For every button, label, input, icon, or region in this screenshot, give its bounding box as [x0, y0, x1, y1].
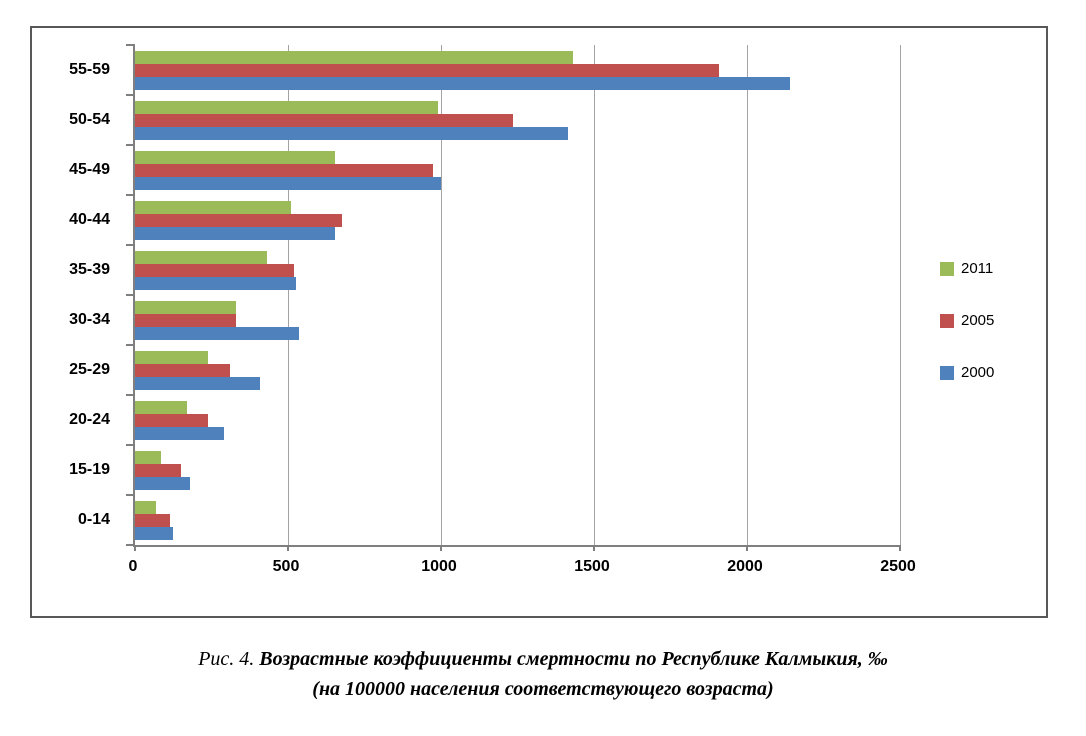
gridline-500 — [288, 45, 289, 545]
bar-2005-55-59 — [135, 63, 720, 77]
gridline-2500 — [900, 45, 901, 545]
y-tick-mark — [126, 44, 135, 46]
bar-group-50-54 — [135, 95, 900, 145]
caption-subtitle: (на 100000 населения соответствующего во… — [312, 678, 774, 700]
bar-2000-20-24 — [135, 426, 224, 440]
legend-item-2011: 2011 — [940, 260, 994, 277]
bar-2011-40-44 — [135, 200, 292, 214]
caption: Рис. 4. Возрастные коэффициенты смертнос… — [0, 644, 1086, 704]
y-axis-labels: 55-59 50-54 45-49 40-44 35-39 30-34 25-29 20-24… — [32, 45, 122, 545]
bar-2005-0-14 — [135, 513, 171, 527]
bar-2000-25-29 — [135, 376, 261, 390]
y-tick-mark — [126, 444, 135, 446]
y-tick-mark — [126, 394, 135, 396]
bar-group-55-59 — [135, 45, 900, 95]
legend-swatch-2000 — [940, 365, 954, 380]
bar-group-15-19 — [135, 445, 900, 495]
bar-group-40-44 — [135, 195, 900, 245]
bar-2011-30-34 — [135, 300, 236, 314]
caption-title: Возрастные коэффициенты смертности по Ре… — [259, 648, 888, 670]
bar-2000-0-14 — [135, 526, 174, 540]
y-tick-label-45-49: 45-49 — [69, 161, 110, 178]
y-tick-label-30-34: 30-34 — [69, 311, 110, 328]
legend-item-2005: 2005 — [940, 312, 994, 329]
bar-2005-45-49 — [135, 163, 434, 177]
bar-2005-30-34 — [135, 313, 236, 327]
legend-item-2000: 2000 — [940, 364, 994, 381]
x-tick-mark — [440, 545, 442, 551]
x-tick-label-1000: 1000 — [421, 558, 457, 575]
y-tick-mark — [126, 294, 135, 296]
y-tick-label-40-44: 40-44 — [69, 211, 110, 228]
x-tick-label-2500: 2500 — [880, 558, 916, 575]
y-tick-label-35-39: 35-39 — [69, 261, 110, 278]
bar-2000-30-34 — [135, 326, 299, 340]
x-tick-label-2000: 2000 — [727, 558, 763, 575]
caption-prefix: Рис. 4. — [198, 648, 255, 670]
y-tick-label-0-14: 0-14 — [77, 511, 110, 528]
bar-2000-35-39 — [135, 276, 296, 290]
gridline-1500 — [594, 45, 595, 545]
gridline-1000 — [441, 45, 442, 545]
legend-swatch-2005 — [940, 313, 954, 328]
bar-2000-40-44 — [135, 226, 336, 240]
plot-area — [126, 44, 901, 551]
bar-2011-35-39 — [135, 250, 267, 264]
bar-2000-45-49 — [135, 176, 441, 190]
y-tick-mark — [126, 94, 135, 96]
y-tick-mark — [126, 144, 135, 146]
y-tick-mark — [126, 194, 135, 196]
bar-2011-20-24 — [135, 400, 188, 414]
bar-2000-15-19 — [135, 476, 191, 490]
bar-2011-25-29 — [135, 350, 209, 364]
bar-group-45-49 — [135, 145, 900, 195]
bar-2011-45-49 — [135, 150, 336, 164]
bar-2011-50-54 — [135, 100, 438, 114]
bar-2000-55-59 — [135, 76, 790, 90]
legend-label-2011: 2011 — [961, 260, 994, 277]
legend: 2011 2005 2000 — [940, 260, 994, 416]
chart-frame: 55-59 50-54 45-49 40-44 35-39 30-34 25-29 20-24… — [30, 26, 1048, 618]
x-tick-mark — [593, 545, 595, 551]
x-tick-mark — [746, 545, 748, 551]
bar-2011-15-19 — [135, 450, 161, 464]
legend-swatch-2011 — [940, 261, 954, 276]
bar-group-25-29 — [135, 345, 900, 395]
bar-group-20-24 — [135, 395, 900, 445]
bar-group-35-39 — [135, 245, 900, 295]
bar-2005-25-29 — [135, 363, 230, 377]
bar-2000-50-54 — [135, 126, 568, 140]
bar-group-0-14 — [135, 495, 900, 545]
x-axis-labels: 0 500 1000 1500 2000 2500 — [129, 558, 916, 580]
bar-2005-40-44 — [135, 213, 342, 227]
y-tick-mark — [126, 494, 135, 496]
y-tick-label-20-24: 20-24 — [69, 411, 110, 428]
bar-group-30-34 — [135, 295, 900, 345]
x-tick-mark — [899, 545, 901, 551]
y-tick-mark — [126, 344, 135, 346]
x-tick-label-0: 0 — [128, 558, 138, 575]
legend-label-2005: 2005 — [961, 312, 995, 329]
caption-line-1: Рис. 4. Возрастные коэффициенты смертнос… — [0, 644, 1086, 674]
x-tick-label-500: 500 — [272, 558, 300, 575]
legend-label-2000: 2000 — [961, 364, 995, 381]
bar-2005-20-24 — [135, 413, 209, 427]
gridline-2000 — [747, 45, 748, 545]
y-tick-label-55-59: 55-59 — [69, 61, 110, 78]
bar-2011-55-59 — [135, 50, 573, 64]
x-tick-mark — [134, 545, 136, 551]
bar-2005-35-39 — [135, 263, 295, 277]
bar-2005-50-54 — [135, 113, 513, 127]
bar-2011-0-14 — [135, 500, 157, 514]
x-tick-label-1500: 1500 — [574, 558, 610, 575]
y-tick-label-50-54: 50-54 — [69, 111, 110, 128]
bar-2005-15-19 — [135, 463, 181, 477]
y-tick-mark — [126, 544, 135, 546]
y-tick-label-15-19: 15-19 — [69, 461, 110, 478]
y-tick-mark — [126, 244, 135, 246]
y-tick-label-25-29: 25-29 — [69, 361, 110, 378]
x-tick-mark — [287, 545, 289, 551]
